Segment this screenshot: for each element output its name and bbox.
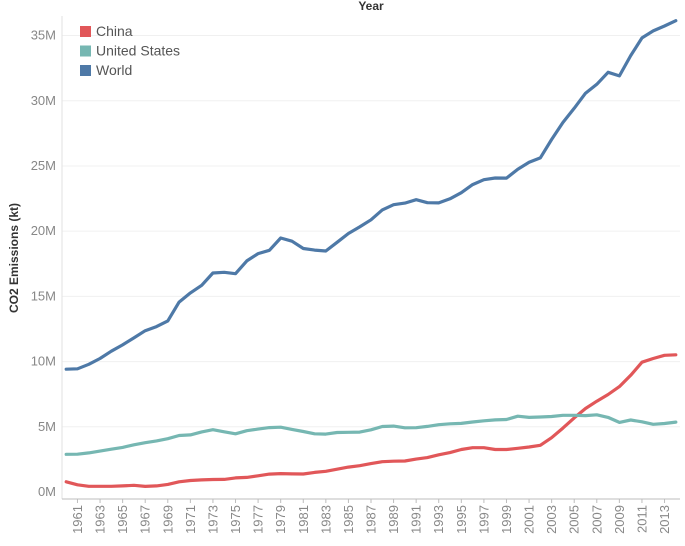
x-tick-label: 1993 — [431, 505, 446, 534]
x-tick-label: 1969 — [160, 505, 175, 534]
x-tick-label: 1981 — [296, 505, 311, 534]
x-tick-label: 1973 — [205, 505, 220, 534]
x-tick-label: 2007 — [589, 505, 604, 534]
y-tick-label: 10M — [31, 354, 56, 369]
x-tick-label: 1985 — [341, 505, 356, 534]
y-tick-label: 20M — [31, 223, 56, 238]
x-tick-label: 1987 — [364, 505, 379, 534]
series-lines — [64, 19, 678, 488]
legend-item-china[interactable]: China — [80, 23, 133, 39]
x-tick-label: 1989 — [386, 505, 401, 534]
legend-label: China — [96, 23, 133, 39]
x-tick-label: 1983 — [318, 505, 333, 534]
x-tick-label: 1997 — [476, 505, 491, 534]
y-tick-label: 15M — [31, 288, 56, 303]
y-tick-label: 25M — [31, 158, 56, 173]
series-line-world — [64, 19, 678, 371]
x-tick-label: 1971 — [183, 505, 198, 534]
gridlines — [62, 35, 680, 428]
top-axis-title: Year — [358, 0, 384, 13]
x-tick-label: 2005 — [567, 505, 582, 534]
x-tick-label: 2013 — [657, 505, 672, 534]
x-tick-label: 2011 — [634, 505, 649, 533]
legend-swatch — [80, 45, 91, 57]
x-tick-label: 1979 — [273, 505, 288, 534]
x-tick-label: 1967 — [138, 505, 153, 534]
x-tick-label: 1963 — [93, 505, 108, 534]
x-tick-label: 1975 — [228, 505, 243, 534]
x-tick-label: 1977 — [251, 505, 266, 534]
y-axis-ticks: 0M 5M 10M 15M 20M 25M 30M 35M — [31, 28, 56, 499]
legend-swatch — [80, 65, 91, 76]
x-tick-label: 1999 — [499, 505, 514, 534]
y-axis-title: CO2 Emissions (kt) — [7, 203, 21, 313]
y-tick-label: 5M — [38, 419, 56, 434]
legend-item-united-states[interactable]: United States — [80, 43, 180, 59]
legend-label: United States — [96, 43, 180, 59]
x-tick-label: 1995 — [454, 505, 469, 534]
legend-label: World — [96, 62, 132, 78]
series-line-china — [64, 353, 678, 488]
x-tick-label: 1961 — [70, 505, 85, 534]
y-tick-label: 0M — [38, 484, 56, 499]
x-tick-label: 2003 — [544, 505, 559, 534]
x-tick-label: 1991 — [409, 505, 424, 534]
x-tick-label: 2001 — [522, 505, 537, 534]
y-tick-label: 30M — [31, 93, 56, 108]
legend-item-world[interactable]: World — [80, 62, 132, 78]
x-tick-label: 2009 — [612, 505, 627, 534]
x-tick-label: 1965 — [115, 505, 130, 534]
y-tick-label: 35M — [31, 28, 56, 43]
series-line-united-states — [64, 413, 678, 456]
legend-swatch — [80, 26, 91, 37]
x-axis-ticks: 1961 1963 1965 1967 1969 1971 1973 1975 1977 1979… — [70, 499, 672, 534]
legend[interactable]: China United States World — [80, 23, 180, 78]
